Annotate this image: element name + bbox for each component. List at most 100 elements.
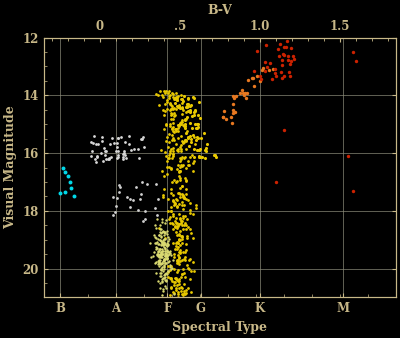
- Point: [188, 137, 195, 142]
- Point: [177, 215, 184, 221]
- Point: [164, 252, 170, 258]
- Point: [157, 266, 164, 272]
- Point: [180, 256, 187, 262]
- Point: [284, 38, 291, 44]
- Point: [166, 250, 172, 255]
- Point: [164, 164, 170, 170]
- Point: [181, 288, 187, 293]
- Point: [198, 136, 204, 141]
- Point: [188, 113, 195, 119]
- Point: [177, 177, 184, 183]
- Point: [288, 58, 294, 64]
- Point: [164, 228, 170, 233]
- Point: [177, 247, 183, 252]
- Point: [183, 104, 189, 110]
- Point: [137, 196, 144, 201]
- Point: [165, 90, 172, 96]
- Point: [184, 286, 191, 291]
- Point: [178, 134, 184, 139]
- Point: [176, 281, 182, 287]
- Point: [154, 251, 160, 257]
- Point: [100, 158, 106, 164]
- Point: [186, 267, 192, 272]
- Point: [182, 124, 188, 129]
- Point: [154, 252, 161, 258]
- Point: [167, 252, 174, 258]
- Point: [157, 281, 164, 286]
- Point: [175, 279, 181, 284]
- Point: [156, 260, 162, 266]
- Point: [230, 110, 236, 116]
- Point: [178, 218, 185, 224]
- Point: [350, 188, 356, 193]
- Point: [159, 239, 165, 245]
- Point: [166, 93, 172, 99]
- Point: [160, 259, 166, 264]
- Point: [71, 194, 78, 199]
- Point: [177, 169, 184, 174]
- X-axis label: Spectral Type: Spectral Type: [172, 321, 267, 334]
- Point: [173, 95, 180, 100]
- Point: [162, 249, 168, 254]
- Point: [182, 125, 188, 131]
- Point: [157, 223, 163, 228]
- Point: [162, 101, 168, 107]
- Point: [178, 143, 184, 148]
- Point: [158, 231, 164, 236]
- Point: [159, 260, 165, 265]
- Point: [170, 97, 177, 102]
- Point: [170, 137, 177, 142]
- Point: [181, 270, 187, 276]
- Point: [162, 245, 168, 251]
- Point: [182, 249, 188, 255]
- Point: [168, 208, 174, 214]
- Point: [281, 52, 288, 58]
- Point: [158, 260, 165, 265]
- Point: [158, 147, 164, 152]
- Point: [160, 237, 166, 242]
- Point: [182, 226, 189, 231]
- Point: [160, 262, 167, 268]
- Point: [160, 94, 166, 99]
- Point: [165, 253, 172, 258]
- Point: [151, 249, 158, 255]
- Point: [156, 258, 162, 263]
- Point: [262, 69, 268, 74]
- Point: [166, 263, 173, 268]
- Point: [186, 276, 193, 281]
- Point: [177, 237, 183, 243]
- Point: [152, 244, 159, 250]
- Point: [162, 243, 169, 248]
- Point: [181, 194, 188, 199]
- Point: [162, 256, 168, 262]
- Point: [173, 283, 180, 288]
- Point: [179, 193, 186, 198]
- Point: [162, 271, 168, 276]
- Point: [158, 262, 164, 267]
- Point: [166, 155, 172, 160]
- Point: [116, 184, 123, 189]
- Point: [131, 147, 137, 152]
- Point: [156, 237, 163, 243]
- Point: [183, 216, 190, 221]
- Point: [190, 211, 196, 217]
- Point: [153, 240, 159, 246]
- Point: [65, 173, 71, 179]
- Point: [170, 241, 176, 246]
- Point: [98, 138, 105, 143]
- Point: [170, 148, 176, 153]
- Point: [157, 261, 164, 266]
- Point: [194, 121, 201, 127]
- Point: [152, 205, 158, 210]
- Point: [172, 275, 178, 280]
- Point: [93, 159, 100, 164]
- Point: [182, 257, 188, 263]
- Point: [103, 149, 110, 154]
- Point: [172, 240, 179, 246]
- Point: [141, 144, 148, 150]
- Point: [157, 88, 164, 93]
- Point: [184, 162, 191, 167]
- Point: [196, 154, 202, 160]
- Point: [158, 249, 164, 254]
- Point: [161, 126, 167, 131]
